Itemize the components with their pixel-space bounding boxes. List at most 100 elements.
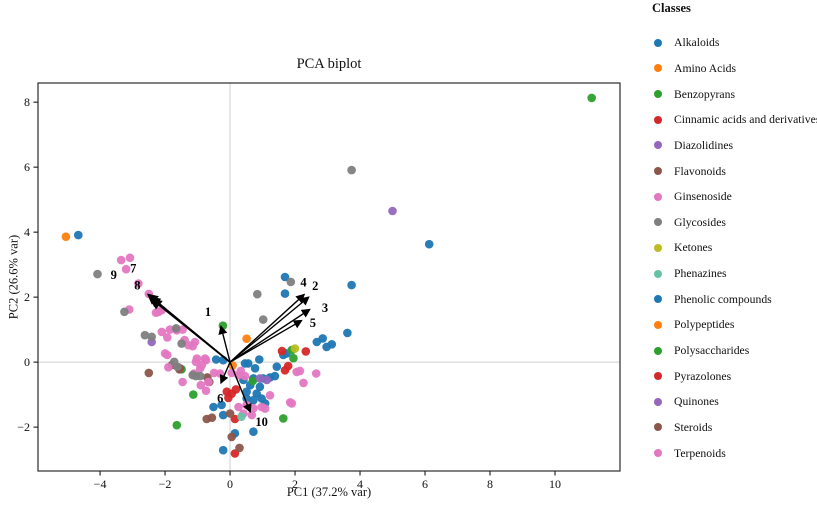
- scatter-points: [61, 93, 596, 458]
- data-point: [424, 239, 434, 249]
- data-point: [209, 402, 218, 412]
- data-point: [224, 393, 233, 403]
- legend-swatch-icon: [654, 423, 662, 432]
- legend-item-label: Glycosides: [674, 215, 726, 229]
- loading-vector-label: 3: [322, 301, 328, 315]
- data-point: [249, 427, 258, 437]
- data-point: [74, 230, 83, 240]
- data-point: [258, 315, 268, 324]
- legend-item: Amino Acids: [645, 56, 817, 82]
- loading-vector-arrow: [218, 325, 231, 363]
- data-point: [172, 420, 182, 430]
- legend-swatch-icon: [654, 90, 662, 99]
- loading-vector-label: 10: [255, 415, 268, 429]
- legend-item-label: Polypeptides: [674, 318, 735, 332]
- legend-swatch-icon: [654, 38, 662, 47]
- legend-swatch-icon: [654, 372, 662, 381]
- data-point: [250, 364, 260, 373]
- legend-title: Classes: [652, 1, 691, 15]
- data-point: [347, 280, 356, 290]
- legend-swatch-icon: [654, 192, 662, 201]
- legend-item-label: Cinnamic acids and derivatives: [674, 113, 817, 127]
- data-point: [218, 410, 228, 420]
- data-point: [178, 325, 187, 334]
- data-point: [347, 165, 356, 175]
- data-point: [173, 362, 182, 372]
- legend-item: Flavonoids: [645, 158, 817, 184]
- data-point: [121, 264, 131, 274]
- loading-vector-arrow: [229, 296, 310, 363]
- legend-item-label: Polysaccharides: [674, 344, 750, 357]
- data-point: [311, 369, 321, 378]
- data-point: [211, 355, 221, 364]
- data-point: [227, 432, 236, 442]
- y-tick-label: 8: [24, 95, 30, 109]
- data-point: [286, 277, 296, 287]
- data-point: [201, 386, 211, 396]
- legend-item: Phenolic compounds: [645, 286, 817, 312]
- loading-vector-arrow: [150, 298, 231, 363]
- data-point: [242, 387, 251, 397]
- data-point: [290, 344, 300, 353]
- loading-vector-arrow: [219, 361, 231, 385]
- data-point: [272, 362, 282, 372]
- data-point: [248, 376, 258, 386]
- legend-item-label: Flavonoids: [674, 164, 726, 178]
- legend-item-label: Diazolidines: [674, 138, 734, 152]
- legend-swatch-icon: [654, 64, 662, 73]
- loading-vector-label: 8: [134, 278, 140, 292]
- data-point: [93, 269, 102, 279]
- data-point: [587, 93, 596, 103]
- data-point: [277, 346, 287, 356]
- legend-swatch-icon: [654, 218, 662, 227]
- legend-item: Quinones: [645, 389, 817, 415]
- data-point: [265, 391, 275, 400]
- x-tick-label: 0: [227, 477, 233, 491]
- data-point: [301, 347, 311, 356]
- legend-item-label: Phenazines: [674, 267, 727, 281]
- chart-title: PCA biplot: [296, 56, 362, 72]
- legend-swatch-icon: [654, 115, 662, 124]
- legend-item-label: Alkaloids: [674, 36, 720, 50]
- data-point: [242, 334, 251, 344]
- legend-item-label: Steroids: [674, 420, 713, 434]
- data-point: [218, 321, 228, 331]
- legend-item: Polysaccharides: [645, 338, 817, 364]
- x-axis-label: PC1 (37.2% var): [286, 485, 372, 499]
- data-point: [154, 307, 163, 317]
- loading-vector-arrow: [229, 308, 311, 363]
- loading-vector-label: 9: [111, 268, 117, 282]
- legend: Classes Alkaloids Amino Acids Benzopyrans C…: [645, 0, 817, 466]
- data-point: [240, 359, 250, 368]
- data-point: [280, 366, 290, 375]
- loading-vector-arrow: [229, 319, 303, 363]
- data-point: [163, 333, 172, 342]
- legend-item-label: Pyrazolones: [674, 369, 732, 383]
- data-point: [280, 272, 290, 282]
- x-tick-label: 6: [422, 477, 428, 491]
- data-point: [144, 368, 154, 378]
- legend-swatch-icon: [654, 243, 662, 252]
- data-point: [312, 337, 322, 347]
- data-point: [157, 327, 167, 337]
- legend-list: Alkaloids Amino Acids Benzopyrans Cinnamic …: [645, 30, 817, 466]
- legend-swatch-icon: [654, 269, 662, 278]
- plot-border: [37, 82, 621, 472]
- data-point: [218, 445, 228, 455]
- x-tick-label: 10: [549, 477, 561, 491]
- data-point: [234, 402, 243, 412]
- data-point: [299, 378, 308, 388]
- data-point: [177, 339, 186, 348]
- loading-vector-label: 5: [310, 316, 316, 330]
- data-point: [249, 395, 258, 405]
- y-tick-label: 6: [24, 160, 30, 174]
- data-point: [236, 366, 246, 376]
- loading-vector-label: 6: [217, 392, 223, 406]
- legend-item-label: Ketones: [674, 241, 713, 255]
- legend-item: Diazolidines: [645, 133, 817, 159]
- loading-vector-label: 2: [312, 279, 318, 293]
- data-point: [235, 443, 244, 453]
